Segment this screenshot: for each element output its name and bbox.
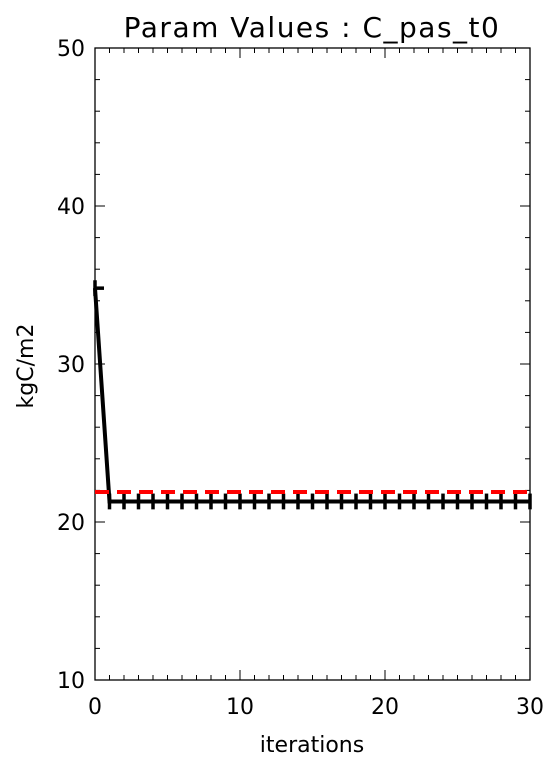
x-tick-label: 30 — [516, 695, 544, 720]
series-line-main — [93, 288, 530, 504]
x-axis-label: iterations — [260, 733, 364, 758]
x-tick-label: 10 — [226, 695, 254, 720]
y-tick-label: 10 — [57, 669, 85, 694]
y-tick-label: 50 — [57, 37, 85, 62]
y-tick-label: 20 — [57, 511, 85, 536]
plot-frame — [94, 47, 531, 681]
y-tick-label: 40 — [57, 195, 85, 220]
y-tick-label: 30 — [57, 353, 85, 378]
chart-title: Param Values : C_pas_t0 — [124, 11, 501, 44]
x-tick-label: 20 — [371, 695, 399, 720]
y-axis-label: kgC/m2 — [14, 324, 39, 409]
x-tick-label: 0 — [88, 695, 102, 720]
